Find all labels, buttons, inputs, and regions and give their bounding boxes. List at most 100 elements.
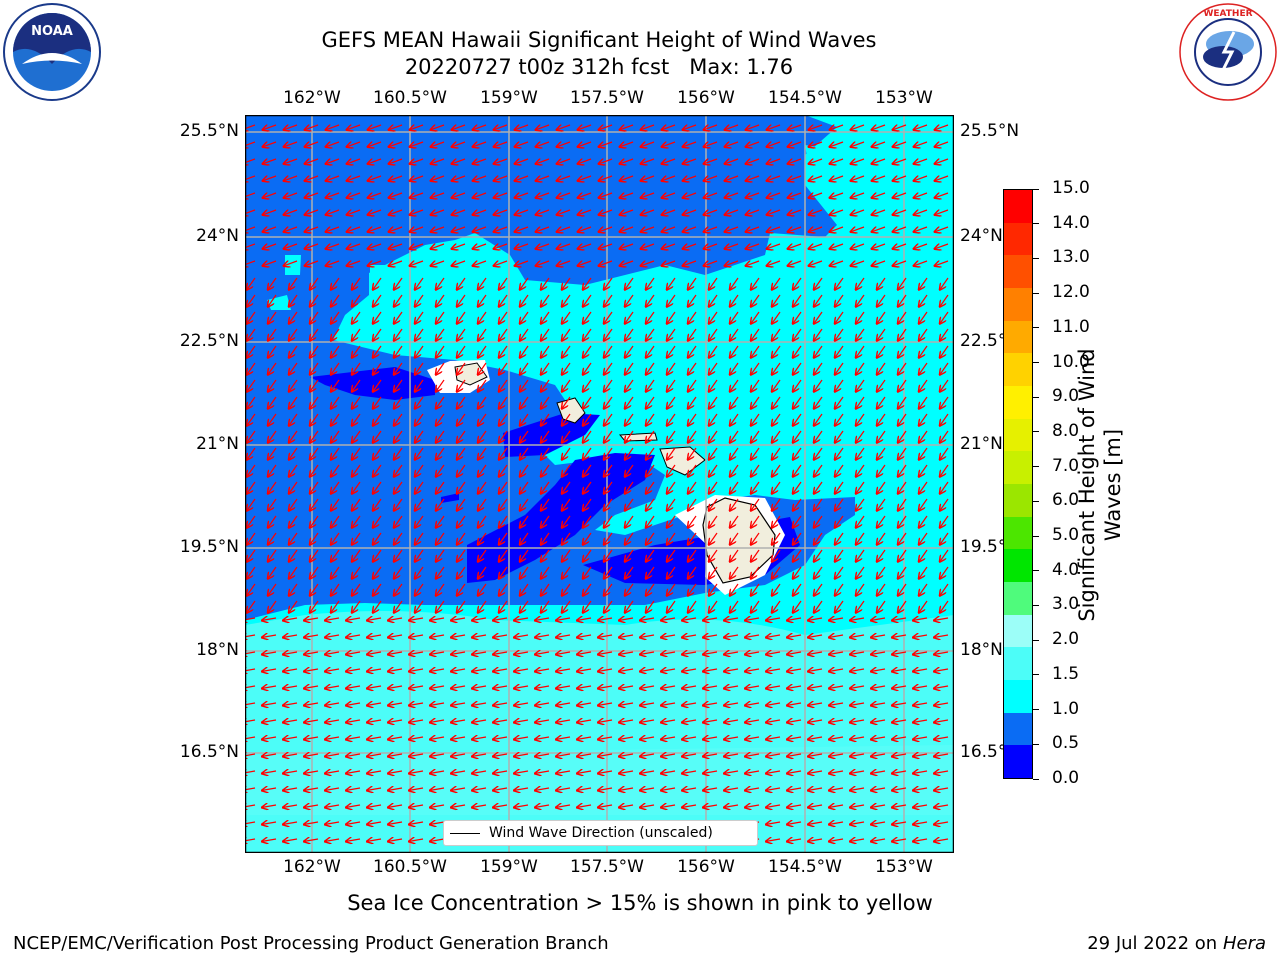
wave-direction-arrow: [394, 362, 403, 375]
wave-direction-arrow: [683, 125, 697, 130]
wave-direction-arrow: [499, 498, 508, 511]
wave-direction-arrow: [919, 447, 928, 460]
wave-direction-arrow: [389, 261, 403, 266]
wave-direction-arrow: [415, 311, 424, 324]
wave-direction-arrow: [772, 311, 781, 324]
colorbar-segment: [1004, 451, 1032, 484]
wave-direction-arrow: [499, 413, 508, 426]
wave-direction-arrow: [394, 464, 403, 477]
wave-direction-arrow: [457, 566, 466, 579]
wave-direction-arrow: [247, 447, 256, 460]
wave-direction-arrow: [583, 549, 592, 562]
wave-direction-arrow: [835, 498, 844, 511]
wave-direction-arrow: [940, 430, 949, 443]
wave-direction-arrow: [704, 193, 718, 198]
wave-direction-arrow: [814, 430, 823, 443]
wave-direction-arrow: [851, 125, 865, 130]
wave-direction-arrow: [473, 125, 487, 130]
wave-direction-arrow: [268, 515, 277, 528]
wave-direction-arrow: [662, 261, 676, 266]
wave-direction-arrow: [877, 430, 886, 443]
wave-direction-arrow: [940, 464, 949, 477]
wave-direction-arrow: [599, 244, 613, 249]
wave-direction-arrow: [284, 210, 298, 215]
wave-direction-arrow: [604, 413, 613, 426]
wave-direction-arrow: [914, 244, 928, 249]
wave-direction-arrow: [856, 396, 865, 409]
wave-direction-arrow: [247, 481, 256, 494]
wave-direction-arrow: [835, 328, 844, 341]
wave-direction-arrow: [620, 210, 634, 215]
colorbar-tick-mark: [1033, 292, 1039, 294]
wave-direction-arrow: [919, 277, 928, 290]
colorbar-segment: [1004, 614, 1032, 648]
wave-direction-arrow: [835, 345, 844, 358]
wave-direction-arrow: [310, 447, 319, 460]
wave-direction-arrow: [410, 244, 424, 249]
wave-direction-arrow: [940, 379, 949, 392]
wave-direction-arrow: [541, 447, 550, 460]
wave-direction-arrow: [557, 142, 571, 147]
wave-direction-arrow: [667, 515, 676, 528]
colorbar-tick-label: 1.0: [1052, 698, 1080, 719]
wave-direction-arrow: [851, 176, 865, 181]
wave-direction-arrow: [263, 176, 277, 181]
colorbar-tick-label: 14.0: [1052, 212, 1090, 233]
wave-direction-arrow: [709, 345, 718, 358]
wave-direction-arrow: [751, 362, 760, 375]
wave-direction-arrow: [856, 498, 865, 511]
wave-direction-arrow: [415, 498, 424, 511]
wave-direction-arrow: [583, 532, 592, 545]
wave-direction-arrow: [641, 193, 655, 198]
wave-direction-arrow: [898, 413, 907, 426]
colorbar-segment: [1004, 483, 1032, 517]
wave-direction-arrow: [830, 193, 844, 198]
wave-direction-arrow: [835, 379, 844, 392]
wave-direction-arrow: [310, 566, 319, 579]
wave-direction-arrow: [331, 328, 340, 341]
wave-direction-arrow: [704, 125, 718, 130]
wave-direction-arrow: [268, 549, 277, 562]
wave-direction-arrow: [499, 277, 508, 290]
wave-direction-arrow: [410, 142, 424, 147]
wave-direction-arrow: [394, 328, 403, 341]
wave-direction-arrow: [557, 159, 571, 164]
wave-direction-arrow: [415, 362, 424, 375]
wave-direction-arrow: [478, 413, 487, 426]
wave-direction-arrow: [856, 464, 865, 477]
wave-direction-arrow: [562, 549, 571, 562]
wave-direction-arrow: [541, 277, 550, 290]
wave-direction-arrow: [499, 481, 508, 494]
wave-direction-arrow: [688, 464, 697, 477]
wave-direction-arrow: [305, 261, 319, 266]
colorbar: [1003, 189, 1033, 779]
wave-direction-arrow: [599, 261, 613, 266]
wave-direction-arrow: [667, 413, 676, 426]
wave-direction-arrow: [877, 311, 886, 324]
wave-direction-arrow: [289, 481, 298, 494]
wave-direction-arrow: [709, 294, 718, 307]
wave-direction-arrow: [373, 362, 382, 375]
wave-direction-arrow: [935, 193, 949, 198]
wave-direction-arrow: [436, 498, 445, 511]
wave-direction-arrow: [457, 447, 466, 460]
wave-direction-arrow: [788, 210, 802, 215]
wave-direction-arrow: [268, 294, 277, 307]
wave-direction-arrow: [352, 294, 361, 307]
wave-direction-arrow: [935, 142, 949, 147]
wave-direction-arrow: [662, 125, 676, 130]
lon-label-top: 153°W: [875, 88, 933, 108]
wave-direction-arrow: [772, 549, 781, 562]
wave-direction-arrow: [809, 227, 823, 232]
wave-direction-arrow: [352, 481, 361, 494]
wave-direction-arrow: [751, 311, 760, 324]
wave-direction-arrow: [919, 311, 928, 324]
chart-title-line1: GEFS MEAN Hawaii Significant Height of W…: [321, 28, 877, 52]
wave-direction-arrow: [751, 328, 760, 341]
wave-direction-arrow: [877, 481, 886, 494]
wave-direction-arrow: [352, 311, 361, 324]
wave-direction-arrow: [431, 227, 445, 232]
wave-direction-arrow: [499, 328, 508, 341]
wave-direction-arrow: [331, 498, 340, 511]
wave-direction-arrow: [751, 464, 760, 477]
